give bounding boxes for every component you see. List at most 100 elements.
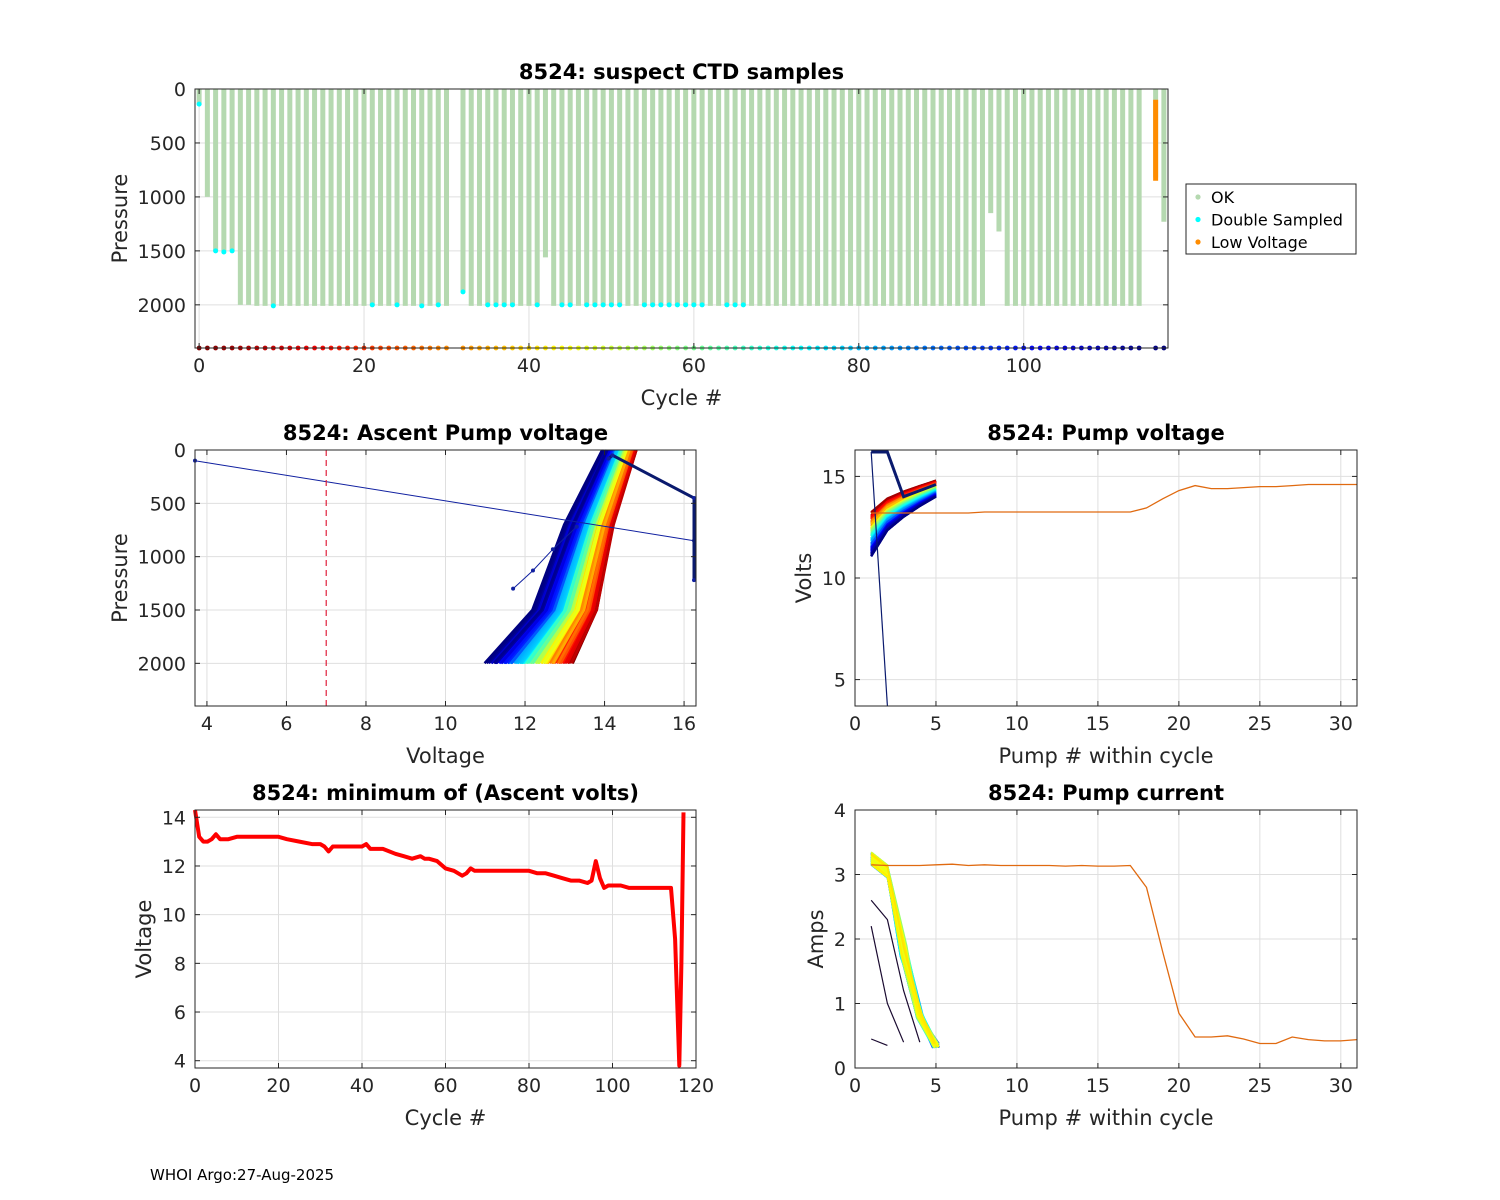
ascent-xtick-label: 14	[592, 713, 616, 735]
ascent-ytick-label: 1500	[138, 600, 186, 622]
legend-marker-1	[1195, 216, 1201, 223]
ascent-profile-45	[542, 449, 627, 664]
ascent-xtick-label: 16	[672, 713, 696, 735]
current-anomalous-2	[870, 1038, 888, 1046]
legend-marker-2	[1195, 239, 1201, 245]
pump_current-xtick-label: 25	[1248, 1075, 1272, 1097]
ascent-ylabel: Pressure	[108, 533, 132, 623]
current-profile-112	[870, 854, 935, 1045]
double-sampled-point	[534, 302, 540, 308]
pump_current-xtick-label: 30	[1329, 1075, 1353, 1097]
pump_voltage-marks	[870, 450, 1357, 707]
ascent-xtick-label: 12	[513, 713, 537, 735]
double-sampled-point	[213, 248, 219, 254]
ascent-anomalous-point	[550, 547, 555, 552]
pump_voltage-ytick-label: 10	[822, 568, 846, 590]
double-sampled-point	[435, 302, 441, 308]
double-sampled-point	[493, 302, 499, 308]
double-sampled-point	[221, 249, 227, 255]
double-sampled-point	[229, 248, 235, 254]
double-sampled-point	[658, 302, 664, 308]
suspect-title: 8524: suspect CTD samples	[519, 60, 844, 84]
pump_current-ytick-label: 3	[834, 865, 846, 887]
min_volts-ytick-label: 12	[162, 856, 186, 878]
footer-label: WHOI Argo:27-Aug-2025	[150, 1166, 335, 1184]
double-sampled-point	[270, 303, 276, 309]
min-volts-line	[193, 809, 686, 1068]
pump_current-xtick-label: 10	[1005, 1075, 1029, 1097]
pump_voltage-xtick-label: 0	[849, 713, 861, 735]
min_volts-marks	[193, 809, 686, 1068]
ascent-anomalous-point	[610, 453, 615, 458]
ascent-profile-7	[570, 449, 638, 664]
suspect-axes-box	[194, 88, 1169, 349]
min_volts-axes: 0 20 40 60 80 100 120 4 6 8 10 12 14 8524: minimum of…	[132, 781, 714, 1130]
pump_current-xtick-label: 0	[849, 1075, 861, 1097]
double-sampled-point	[600, 302, 606, 308]
voltage-anomalous-1	[870, 451, 888, 707]
double-sampled-point	[559, 302, 565, 308]
min_volts-xtick-label: 20	[266, 1075, 290, 1097]
double-sampled-point	[196, 101, 202, 107]
suspect-ylabel: Pressure	[108, 174, 132, 264]
ascent-anomalous-point	[530, 568, 535, 573]
min_volts-xtick-label: 40	[350, 1075, 374, 1097]
ascent-title: 8524: Ascent Pump voltage	[283, 421, 608, 445]
suspect-ytick-label: 1000	[138, 187, 186, 209]
ascent-ytick-label: 1000	[138, 547, 186, 569]
suspect-xtick-label: 80	[847, 355, 871, 377]
current-profile-113	[870, 853, 937, 1044]
double-sampled-point	[666, 302, 672, 308]
ascent-anomalous-point	[692, 578, 697, 583]
suspect-xtick-label: 100	[1006, 355, 1042, 377]
ascent-anomalous-1	[607, 453, 696, 581]
pump_current-xtick-label: 15	[1086, 1075, 1110, 1097]
min_volts-ylabel: Voltage	[132, 900, 156, 979]
current-anomalous-1	[870, 925, 905, 1043]
double-sampled-point	[592, 302, 598, 308]
double-sampled-point	[501, 302, 507, 308]
double-sampled-point	[724, 302, 730, 308]
double-sampled-point	[674, 302, 680, 308]
suspect-xtick-label: 40	[517, 355, 541, 377]
ascent-xtick-label: 8	[360, 713, 372, 735]
ascent-anomalous-2	[512, 526, 578, 590]
double-sampled-point	[699, 302, 705, 308]
suspect-ytick-label: 1500	[138, 241, 186, 263]
legend-box	[1185, 183, 1357, 255]
min_volts-title: 8524: minimum of (Ascent volts)	[252, 781, 639, 805]
double-sampled-point	[567, 302, 573, 308]
ascent-marks	[193, 449, 697, 706]
ascent-anomalous-point	[606, 456, 611, 461]
ascent-profile-89	[510, 449, 615, 665]
ascent-frame: 4 6 8 10 12 14 16 0 500 1000 1500 2000 8524: Ascent …	[108, 421, 697, 768]
ascent-ytick-label: 500	[150, 493, 186, 515]
pump_current-ytick-label: 0	[834, 1058, 846, 1080]
double-sampled-point	[732, 302, 738, 308]
double-sampled-point	[509, 302, 515, 308]
double-sampled-point	[691, 302, 697, 308]
double-sampled-point	[683, 302, 689, 308]
ascent-anomalous-point	[574, 524, 579, 529]
double-sampled-point	[740, 302, 746, 308]
min_volts-xlabel: Cycle #	[405, 1106, 487, 1130]
ascent-profile-33	[552, 449, 631, 664]
min_volts-xtick-label: 120	[678, 1075, 714, 1097]
ascent-ytick-label: 2000	[138, 653, 186, 675]
ascent-xtick-label: 6	[280, 713, 292, 735]
pump_voltage-xtick-label: 30	[1329, 713, 1353, 735]
pump_voltage-xtick-label: 10	[1005, 713, 1029, 735]
ascent-profile-97	[503, 449, 613, 665]
double-sampled-point	[419, 303, 425, 309]
suspect-xtick-label: 0	[193, 355, 205, 377]
suspect-ytick-label: 0	[174, 79, 186, 101]
min_volts-xtick-label: 0	[189, 1075, 201, 1097]
double-sampled-point	[608, 302, 614, 308]
legend-label-0: OK	[1211, 188, 1235, 207]
min_volts-ytick-label: 6	[174, 1002, 186, 1024]
voltage-anomalous-0	[871, 450, 937, 499]
min_volts-ytick-label: 14	[162, 807, 186, 829]
voltage-long-profile	[871, 483, 1357, 514]
